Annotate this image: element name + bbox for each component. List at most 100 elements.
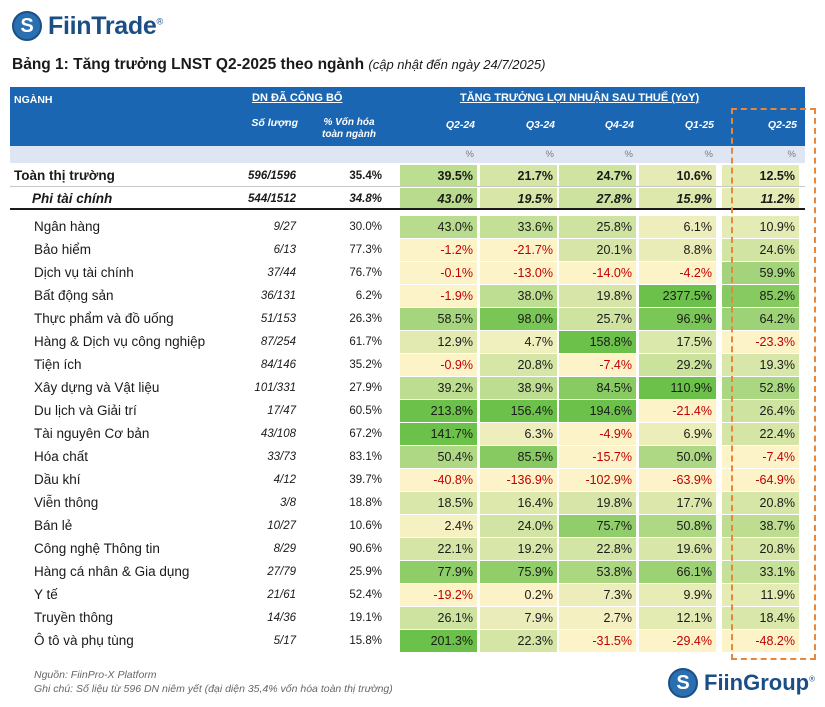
table-row: Truyền thông 14/36 19.1% 26.1% 7.9% 2.7% 12.1%… (10, 607, 805, 630)
table-row: Thực phẩm và đồ uống 51/153 26.3% 58.5% 98.0… (10, 308, 805, 331)
row-reported-count: 43/108 (260, 428, 296, 440)
growth-cell-q2-24: -0.9% (400, 354, 477, 376)
growth-cell-q2-24: 39.5% (400, 165, 477, 187)
col-header-cap: % Vốn hóa toàn ngành (322, 117, 376, 140)
growth-cell-q2-24: 141.7% (400, 423, 477, 445)
growth-cell-q3-24: 98.0% (480, 308, 557, 330)
table-row: Phi tài chính 544/1512 34.8% 43.0% 19.5% 27.8… (10, 188, 805, 211)
table-row: Dịch vụ tài chính 37/44 76.7% -0.1% -13.0% -1… (10, 262, 805, 285)
registered-mark: ® (809, 674, 815, 684)
growth-cell-q4-24: 27.8% (559, 188, 636, 210)
table-row: Bảo hiểm 6/13 77.3% -1.2% -21.7% 20.1% 8.8% 24.… (10, 239, 805, 262)
row-reported-count: 10/27 (267, 520, 296, 532)
growth-cell-q4-24: 19.8% (559, 285, 636, 307)
growth-cell-q3-24: 16.4% (480, 492, 557, 514)
table-row: Bất động sản 36/131 6.2% -1.9% 38.0% 19.8% 237… (10, 285, 805, 308)
growth-cell-q3-24: 7.9% (480, 607, 557, 629)
col-header-q3-24: Q3-24 (525, 119, 555, 131)
row-reported-count: 51/153 (260, 313, 296, 325)
growth-cell-q1-25: 50.0% (639, 446, 716, 468)
table-row: Hàng cá nhân & Gia dụng 27/79 25.9% 77.9% 75… (10, 561, 805, 584)
table-row: Viễn thông 3/8 18.8% 18.5% 16.4% 19.8% 17.7% 20… (10, 492, 805, 515)
table-row: Bán lẻ 10/27 10.6% 2.4% 24.0% 75.7% 50.8% 38.7% (10, 515, 805, 538)
growth-cell-q3-24: -136.9% (480, 469, 557, 491)
table-row: Du lịch và Giải trí 17/47 60.5% 213.8% 156.4… (10, 400, 805, 423)
row-sector-name: Thực phẩm và đồ uống (34, 311, 174, 326)
row-sector-name: Bảo hiểm (34, 242, 92, 257)
table-row: Ô tô và phụ tùng 5/17 15.8% 201.3% 22.3% -31.… (10, 630, 805, 653)
growth-cell-q1-25: -63.9% (639, 469, 716, 491)
growth-cell-q1-25: -29.4% (639, 630, 716, 652)
growth-cell-q2-24: 43.0% (400, 216, 477, 238)
growth-cell-q2-25: 19.3% (722, 354, 799, 376)
growth-cell-q2-24: -19.2% (400, 584, 477, 606)
row-cap-share: 60.5% (349, 405, 382, 417)
growth-cell-q3-24: 156.4% (480, 400, 557, 422)
row-reported-count: 5/17 (273, 635, 296, 647)
growth-cell-q1-25: -4.2% (639, 262, 716, 284)
row-sector-name: Y tế (34, 587, 58, 602)
growth-cell-q3-24: 38.0% (480, 285, 557, 307)
growth-cell-q2-25: 11.2% (722, 188, 799, 210)
row-cap-share: 35.2% (349, 359, 382, 371)
growth-cell-q2-24: 12.9% (400, 331, 477, 353)
growth-cell-q3-24: 0.2% (480, 584, 557, 606)
table-row: Tiện ích 84/146 35.2% -0.9% 20.8% -7.4% 29.2% 1… (10, 354, 805, 377)
footnote: Ghi chú: Số liệu từ 596 DN niêm yết (đại… (34, 683, 393, 695)
footer-notes: Nguồn: FiinPro-X Platform Ghi chú: Số li… (34, 668, 393, 696)
growth-cell-q2-25: 38.7% (722, 515, 799, 537)
growth-cell-q2-25: 20.8% (722, 538, 799, 560)
row-cap-share: 61.7% (349, 336, 382, 348)
divider (10, 186, 805, 187)
growth-cell-q4-24: 20.1% (559, 239, 636, 261)
group-header-growth: TĂNG TRƯỞNG LỢI NHUẬN SAU THUẾ (YoY) (460, 92, 700, 104)
growth-cell-q4-24: 53.8% (559, 561, 636, 583)
growth-cell-q4-24: 25.7% (559, 308, 636, 330)
row-sector-name: Bán lẻ (34, 518, 73, 533)
title-main: Bảng 1: Tăng trưởng LNST Q2-2025 theo ng… (12, 56, 365, 73)
growth-cell-q4-24: -15.7% (559, 446, 636, 468)
growth-cell-q2-24: 43.0% (400, 188, 477, 210)
divider (10, 208, 805, 210)
growth-cell-q2-24: 26.1% (400, 607, 477, 629)
row-cap-share: 18.8% (349, 497, 382, 509)
row-cap-share: 35.4% (349, 170, 382, 182)
row-reported-count: 87/254 (260, 336, 296, 348)
growth-cell-q2-25: 85.2% (722, 285, 799, 307)
row-reported-count: 36/131 (260, 290, 296, 302)
table-title: Bảng 1: Tăng trưởng LNST Q2-2025 theo ng… (12, 56, 545, 74)
growth-cell-q4-24: 22.8% (559, 538, 636, 560)
unit-label: % (545, 149, 554, 160)
table-row: Hàng & Dịch vụ công nghiệp 87/254 61.7% 12.… (10, 331, 805, 354)
row-reported-count: 37/44 (267, 267, 296, 279)
row-sector-name: Xây dựng và Vật liệu (34, 380, 160, 395)
table-row: Ngân hàng 9/27 30.0% 43.0% 33.6% 25.8% 6.1% 10.… (10, 216, 805, 239)
growth-cell-q1-25: 50.8% (639, 515, 716, 537)
growth-cell-q1-25: 10.6% (639, 165, 716, 187)
row-sector-name: Truyền thông (34, 610, 114, 625)
row-reported-count: 3/8 (280, 497, 296, 509)
growth-cell-q4-24: -4.9% (559, 423, 636, 445)
growth-cell-q2-24: 77.9% (400, 561, 477, 583)
fiingroup-logo: S FiinGroup® (668, 668, 815, 698)
row-sector-name: Công nghệ Thông tin (34, 541, 160, 556)
unit-row: % % % % % (10, 146, 805, 163)
growth-cell-q2-25: 52.8% (722, 377, 799, 399)
growth-cell-q1-25: 66.1% (639, 561, 716, 583)
growth-cell-q4-24: -14.0% (559, 262, 636, 284)
growth-cell-q2-25: 59.9% (722, 262, 799, 284)
row-sector-name: Dịch vụ tài chính (34, 265, 134, 280)
growth-cell-q2-25: 22.4% (722, 423, 799, 445)
growth-cell-q1-25: 29.2% (639, 354, 716, 376)
growth-cell-q3-24: 19.2% (480, 538, 557, 560)
table-row: Hóa chất 33/73 83.1% 50.4% 85.5% -15.7% 50.0% -… (10, 446, 805, 469)
row-sector-name: Hóa chất (34, 449, 89, 464)
row-reported-count: 4/12 (273, 474, 296, 486)
fiingroup-logo-text: FiinGroup (704, 670, 810, 695)
row-sector-name: Tài nguyên Cơ bản (34, 426, 150, 441)
row-sector-name: Bất động sản (34, 288, 114, 303)
growth-cell-q3-24: 21.7% (480, 165, 557, 187)
unit-label: % (465, 149, 474, 160)
growth-cell-q3-24: 38.9% (480, 377, 557, 399)
growth-cell-q2-24: 201.3% (400, 630, 477, 652)
